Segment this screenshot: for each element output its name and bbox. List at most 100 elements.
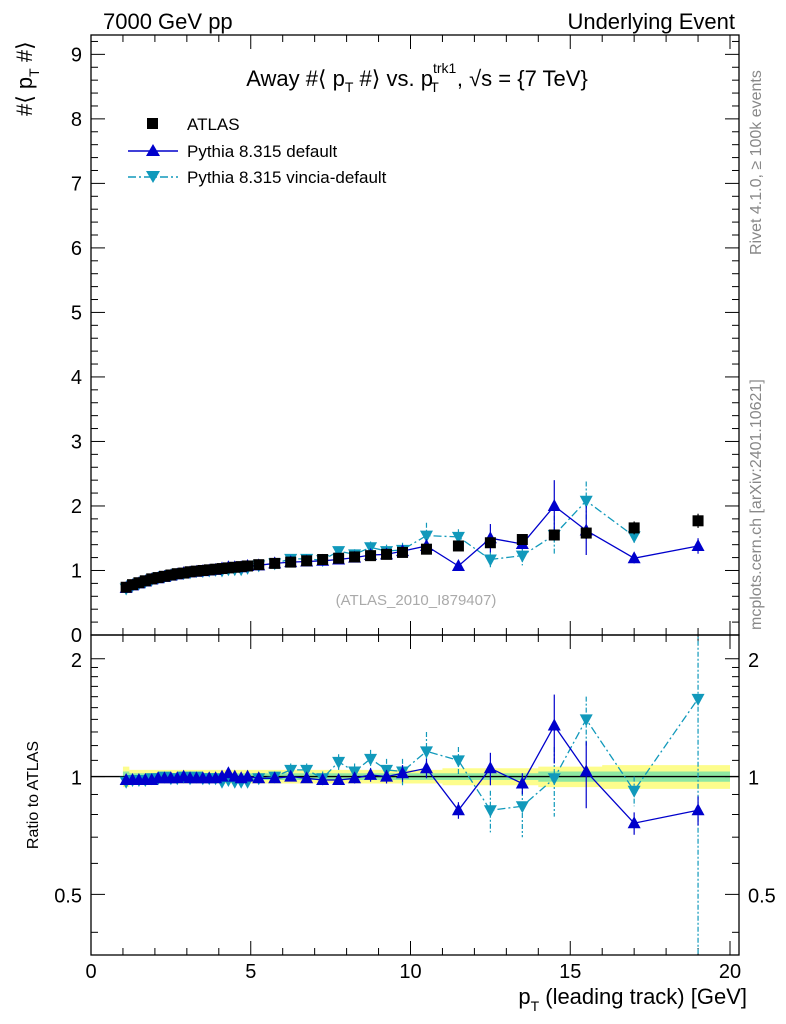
legend-atlas-marker <box>147 118 158 129</box>
main-y-tick-label: 2 <box>71 496 82 518</box>
ratio-y-tick-label-left: 0.5 <box>54 885 82 907</box>
atlas-point <box>285 556 297 568</box>
ratio-vincia-point <box>419 746 433 759</box>
rivet-label: Rivet 4.1.0, ≥ 100k events <box>748 70 765 255</box>
vincia-point <box>419 530 433 543</box>
xlabel: pT (leading track) [GeV] <box>518 984 747 1014</box>
vincia-point <box>451 531 465 544</box>
ratio-vincia-point <box>515 801 529 814</box>
ratio-default-point <box>419 761 433 774</box>
atlas-point <box>133 577 145 589</box>
main-y-tick-label: 9 <box>71 44 82 66</box>
atlas-point <box>229 561 241 573</box>
atlas-point <box>301 555 313 567</box>
atlas-point <box>120 581 132 593</box>
ratio-default-point <box>691 803 705 816</box>
atlas-point <box>203 564 215 576</box>
ratio-default-point <box>316 772 330 785</box>
ratio-default-point <box>252 771 266 784</box>
ratio-default-point <box>396 766 410 779</box>
ratio-ylabel: Ratio to ATLAS <box>25 741 42 849</box>
ratio-vincia-point <box>547 773 561 786</box>
legend-vincia-marker <box>146 171 160 183</box>
ratio-vincia-point <box>579 714 593 727</box>
ratio-default-point <box>364 767 378 780</box>
main-ylabel: #⟨ pT #⟩ <box>12 41 42 116</box>
atlas-point <box>397 546 409 558</box>
x-tick-label: 0 <box>85 961 96 983</box>
default-point <box>451 558 465 571</box>
default-line <box>125 505 699 589</box>
legend-default-marker <box>146 144 160 156</box>
ratio-y-tick-label-right: 1 <box>748 768 759 790</box>
main-y-tick-label: 3 <box>71 431 82 453</box>
vincia-point <box>515 550 529 563</box>
legend-vincia-label: Pythia 8.315 vincia-default <box>187 168 387 187</box>
vincia-point <box>332 546 346 559</box>
main-y-tick-label: 4 <box>71 367 82 389</box>
ratio-default-point <box>579 764 593 777</box>
atlas-point <box>235 561 247 573</box>
atlas-point <box>516 534 528 546</box>
atlas-point <box>127 579 139 591</box>
atlas-point <box>692 515 704 527</box>
ratio-default-point <box>483 761 497 774</box>
atlas-point <box>139 575 151 587</box>
vincia-point <box>483 554 497 567</box>
atlas-point <box>190 565 202 577</box>
atlas-point <box>452 540 464 552</box>
ratio-default-point <box>451 803 465 816</box>
atlas-point <box>197 564 209 576</box>
ratio-default-point <box>268 771 282 784</box>
atlas-point <box>242 560 254 572</box>
atlas-point <box>317 554 329 566</box>
ratio-default-point <box>547 718 561 731</box>
atlas-point <box>580 527 592 539</box>
ratio-default-point <box>515 776 529 789</box>
ratio-default-point <box>241 769 255 782</box>
atlas-point <box>548 529 560 541</box>
legend: ATLAS Pythia 8.315 default Pythia 8.315 … <box>128 115 387 187</box>
main-y-tick-label: 1 <box>71 560 82 582</box>
ratio-default-point <box>215 769 229 782</box>
atlas-point <box>152 572 164 584</box>
header-right: Underlying Event <box>567 9 735 34</box>
atlas-point <box>349 551 361 563</box>
atlas-point <box>165 569 177 581</box>
ratio-series-group <box>119 635 705 955</box>
atlas-point <box>210 563 222 575</box>
atlas-point <box>333 552 345 564</box>
atlas-point <box>253 559 265 571</box>
ratio-y-tick-label-right: 0.5 <box>748 885 776 907</box>
atlas-point <box>158 570 170 582</box>
main-y-tick-label: 0 <box>71 625 82 647</box>
legend-atlas-label: ATLAS <box>187 115 240 134</box>
ratio-vincia-point <box>300 764 314 777</box>
x-tick-label: 5 <box>245 961 256 983</box>
ratio-default-point <box>284 769 298 782</box>
atlas-point <box>484 537 496 549</box>
ratio-default-point <box>380 769 394 782</box>
ratio-vincia-point <box>364 753 378 766</box>
default-point <box>547 498 561 511</box>
atlas-point <box>222 562 234 574</box>
ratio-vincia-point <box>332 756 346 769</box>
ratio-default-point <box>348 771 362 784</box>
x-tick-label: 20 <box>719 961 741 983</box>
ratio-default-point <box>300 771 314 784</box>
main-y-tick-label: 8 <box>71 109 82 131</box>
x-tick-label: 15 <box>559 961 581 983</box>
main-y-tick-label: 5 <box>71 302 82 324</box>
atlas-point <box>365 550 377 562</box>
ratio-y-tick-label-right: 2 <box>748 650 759 672</box>
chart-title: Away #⟨ pT #⟩ vs. ptrk1 T, √s = {7 TeV} <box>246 60 588 95</box>
ratio-default-point <box>221 766 235 779</box>
x-tick-label: 10 <box>399 961 421 983</box>
legend-default-label: Pythia 8.315 default <box>187 142 338 161</box>
default-point <box>627 551 641 564</box>
atlas-point <box>628 522 640 534</box>
atlas-point <box>146 573 158 585</box>
header-left: 7000 GeV pp <box>103 9 233 34</box>
ratio-default-point <box>332 772 346 785</box>
